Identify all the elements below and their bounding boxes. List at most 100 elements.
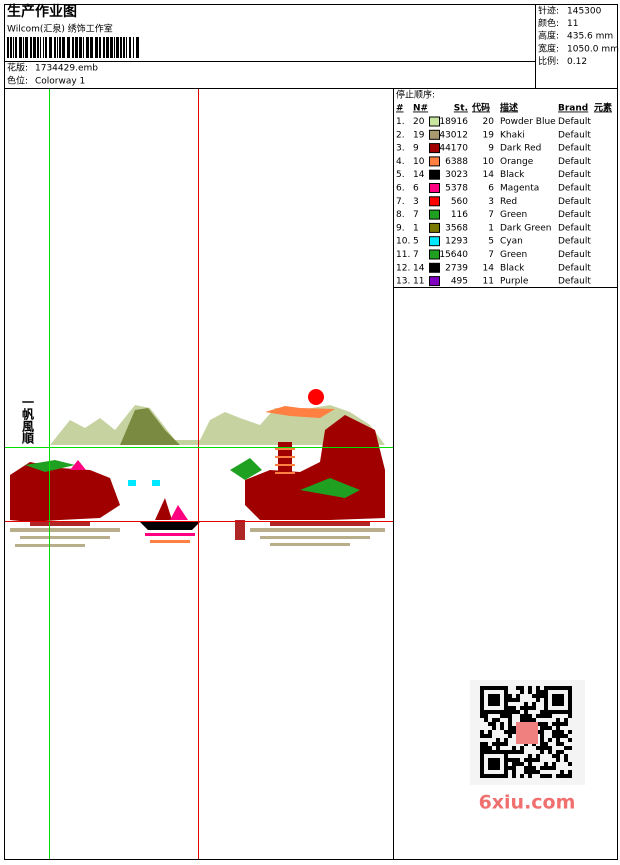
qr-module: [548, 686, 552, 690]
qr-module: [552, 702, 556, 706]
qr-module: [564, 774, 568, 778]
qr-module: [536, 694, 540, 698]
qr-module: [564, 758, 568, 762]
qr-module: [516, 698, 520, 702]
column-header: 代码: [471, 102, 490, 114]
qr-module: [484, 718, 488, 722]
qr-module: [532, 706, 536, 710]
qr-module: [480, 762, 484, 766]
qr-module: [480, 714, 484, 718]
qr-module: [544, 694, 548, 698]
bar: [114, 37, 115, 58]
qr-module: [496, 762, 500, 766]
qr-module: [508, 714, 512, 718]
qr-module: [492, 726, 496, 730]
qr-module: [492, 722, 496, 726]
qr-module: [512, 762, 516, 766]
stat-value: 435.6 mm: [567, 32, 613, 42]
bar: [136, 37, 139, 58]
qr-module: [544, 746, 548, 750]
stitches: 3568: [445, 223, 468, 233]
qr-module: [568, 698, 572, 702]
code: 7: [488, 250, 494, 260]
needle: 14: [413, 170, 425, 180]
qr-module: [480, 766, 484, 770]
qr-module: [492, 774, 496, 778]
qr-module: [492, 758, 496, 762]
qr-module: [480, 686, 484, 690]
qr-module: [544, 686, 548, 690]
qr-module: [564, 746, 568, 750]
row-index: 4.: [396, 157, 405, 167]
needle: 3: [413, 197, 419, 207]
qr-module: [528, 690, 532, 694]
needle: 6: [413, 184, 419, 194]
bar: [33, 37, 36, 58]
qr-module: [484, 710, 488, 714]
qr-module: [524, 766, 528, 770]
qr-module: [548, 746, 552, 750]
column-header: St.: [454, 104, 468, 114]
bar: [129, 37, 131, 58]
bar: [133, 37, 134, 58]
qr-module: [484, 686, 488, 690]
qr-module: [508, 698, 512, 702]
qr-module: [556, 774, 560, 778]
qr-module: [560, 742, 564, 746]
qr-module: [480, 694, 484, 698]
bar: [116, 37, 119, 58]
label: 花版:: [7, 62, 28, 74]
qr-module: [480, 754, 484, 758]
qr-module: [564, 718, 568, 722]
bar: [7, 37, 9, 58]
qr-module: [540, 710, 544, 714]
qr-module: [516, 758, 520, 762]
qr-module: [540, 734, 544, 738]
qr-module: [548, 710, 552, 714]
qr-module: [568, 706, 572, 710]
qr-module: [508, 750, 512, 754]
bar: [23, 37, 24, 58]
qr-module: [568, 702, 572, 706]
qr-module: [544, 698, 548, 702]
qr-module: [504, 710, 508, 714]
bar: [40, 37, 41, 58]
qr-module: [512, 750, 516, 754]
qr-module: [532, 718, 536, 722]
qr-module: [532, 770, 536, 774]
qr-module: [556, 710, 560, 714]
bar: [59, 37, 61, 58]
brand: Default: [558, 170, 591, 180]
stat-label: 比例:: [538, 55, 559, 67]
qr-module: [512, 726, 516, 730]
code: 7: [488, 210, 494, 220]
qr-module: [524, 770, 528, 774]
qr-module: [504, 774, 508, 778]
qr-module: [524, 710, 528, 714]
qr-module: [488, 750, 492, 754]
qr-module: [480, 698, 484, 702]
qr-module: [512, 706, 516, 710]
qr-module: [512, 770, 516, 774]
border: [4, 4, 618, 860]
qr-module: [484, 774, 488, 778]
qr-module: [508, 694, 512, 698]
description: Khaki: [500, 130, 525, 140]
qr-module: [500, 714, 504, 718]
stitches: 6388: [445, 157, 468, 167]
value: 1734429.emb: [35, 64, 98, 74]
qr-module: [552, 730, 556, 734]
qr-module: [508, 766, 512, 770]
qr-module: [544, 714, 548, 718]
qr-module: [552, 762, 556, 766]
qr-module: [496, 746, 500, 750]
row-index: 6.: [396, 184, 405, 194]
design-text: 一帆風順: [21, 396, 35, 445]
qr-module: [556, 718, 560, 722]
qr-module: [524, 706, 528, 710]
stat-value: 0.12: [567, 57, 587, 67]
code: 6: [488, 184, 494, 194]
qr-module: [528, 766, 532, 770]
color-swatch: [429, 222, 440, 233]
qr-module: [504, 750, 508, 754]
